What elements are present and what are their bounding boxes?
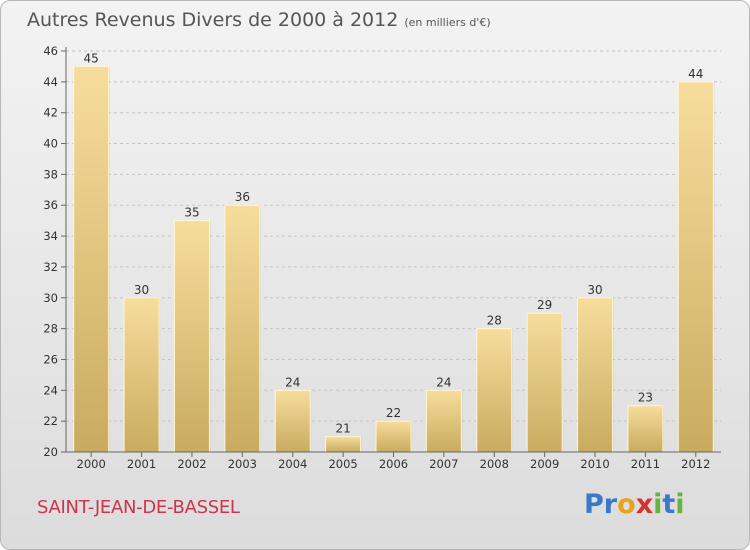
bar-2006 xyxy=(375,420,412,453)
x-tick-label: 2001 xyxy=(127,457,156,471)
y-tick-label: 28 xyxy=(43,322,58,336)
y-tick-label: 24 xyxy=(43,383,58,397)
bars: 45 30 35 36 24 21 22 24 28 29 30 23 44 xyxy=(73,51,715,453)
x-tick-label: 2008 xyxy=(480,457,509,471)
x-tick-label: 2012 xyxy=(681,457,710,471)
x-tick-label: 2009 xyxy=(530,457,559,471)
x-tick-label: 2005 xyxy=(328,457,357,471)
data-label: 30 xyxy=(587,283,602,297)
logo-letter: P xyxy=(584,489,604,520)
data-label: 28 xyxy=(487,314,502,328)
x-tick-label: 2006 xyxy=(379,457,408,471)
bar-2002 xyxy=(173,220,210,453)
data-label: 21 xyxy=(335,422,350,436)
y-tick-label: 38 xyxy=(43,167,58,181)
bar-2010 xyxy=(577,297,614,453)
chart-title: Autres Revenus Divers de 2000 à 2012 (en … xyxy=(27,9,491,31)
x-tick-label: 2004 xyxy=(278,457,307,471)
x-tick-label: 2011 xyxy=(631,457,660,471)
y-tick-label: 42 xyxy=(43,106,58,120)
commune-name: SAINT-JEAN-DE-BASSEL xyxy=(37,497,240,518)
logo-letter: o xyxy=(617,489,636,520)
y-tick-label: 22 xyxy=(43,414,58,428)
data-label: 24 xyxy=(285,375,300,389)
x-tick-label: 2007 xyxy=(429,457,458,471)
bar-2008 xyxy=(476,328,513,453)
data-label: 23 xyxy=(638,391,653,405)
logo-letter: t xyxy=(662,489,676,520)
logo-letter: x xyxy=(635,489,654,520)
y-tick-label: 36 xyxy=(43,198,58,212)
x-tick-label: 2010 xyxy=(580,457,609,471)
y-tick-label: 26 xyxy=(43,352,58,366)
y-tick-label: 44 xyxy=(43,75,58,89)
y-tick-label: 32 xyxy=(43,260,58,274)
data-label: 35 xyxy=(184,206,199,220)
y-tick-label: 40 xyxy=(43,137,58,151)
data-label: 44 xyxy=(688,67,703,81)
chart-title-text: Autres Revenus Divers de 2000 à 2012 xyxy=(27,9,399,31)
bar-2009 xyxy=(526,312,563,453)
bar-2001 xyxy=(123,297,160,453)
logo-letter: r xyxy=(603,489,618,520)
proxiti-logo: Proxiti xyxy=(584,489,685,520)
bar-2007 xyxy=(425,389,462,453)
bar-2012 xyxy=(677,81,714,453)
y-tick-label: 20 xyxy=(43,445,58,459)
x-tick-label: 2000 xyxy=(77,457,106,471)
bar-2000 xyxy=(73,65,110,453)
data-label: 22 xyxy=(386,406,401,420)
data-label: 24 xyxy=(436,375,451,389)
grid-lines xyxy=(66,50,721,453)
data-label: 36 xyxy=(235,190,250,204)
bar-2005 xyxy=(325,436,362,453)
bar-2011 xyxy=(627,405,664,453)
data-label: 29 xyxy=(537,298,552,312)
bar-2004 xyxy=(274,389,311,453)
axes: 20 22 24 26 28 30 32 34 36 38 40 42 44 46 2000 2001 2002… xyxy=(43,44,721,471)
data-label: 30 xyxy=(134,283,149,297)
y-tick-label: 30 xyxy=(43,291,58,305)
x-tick-label: 2002 xyxy=(177,457,206,471)
logo-letter: i xyxy=(675,489,685,520)
chart-unit: (en milliers d'€) xyxy=(404,16,491,29)
x-tick-label: 2003 xyxy=(228,457,257,471)
y-tick-label: 34 xyxy=(43,229,58,243)
y-tick-label: 46 xyxy=(43,44,58,58)
bar-2003 xyxy=(224,204,261,453)
logo-letter: i xyxy=(653,489,663,520)
data-label: 45 xyxy=(84,51,99,65)
